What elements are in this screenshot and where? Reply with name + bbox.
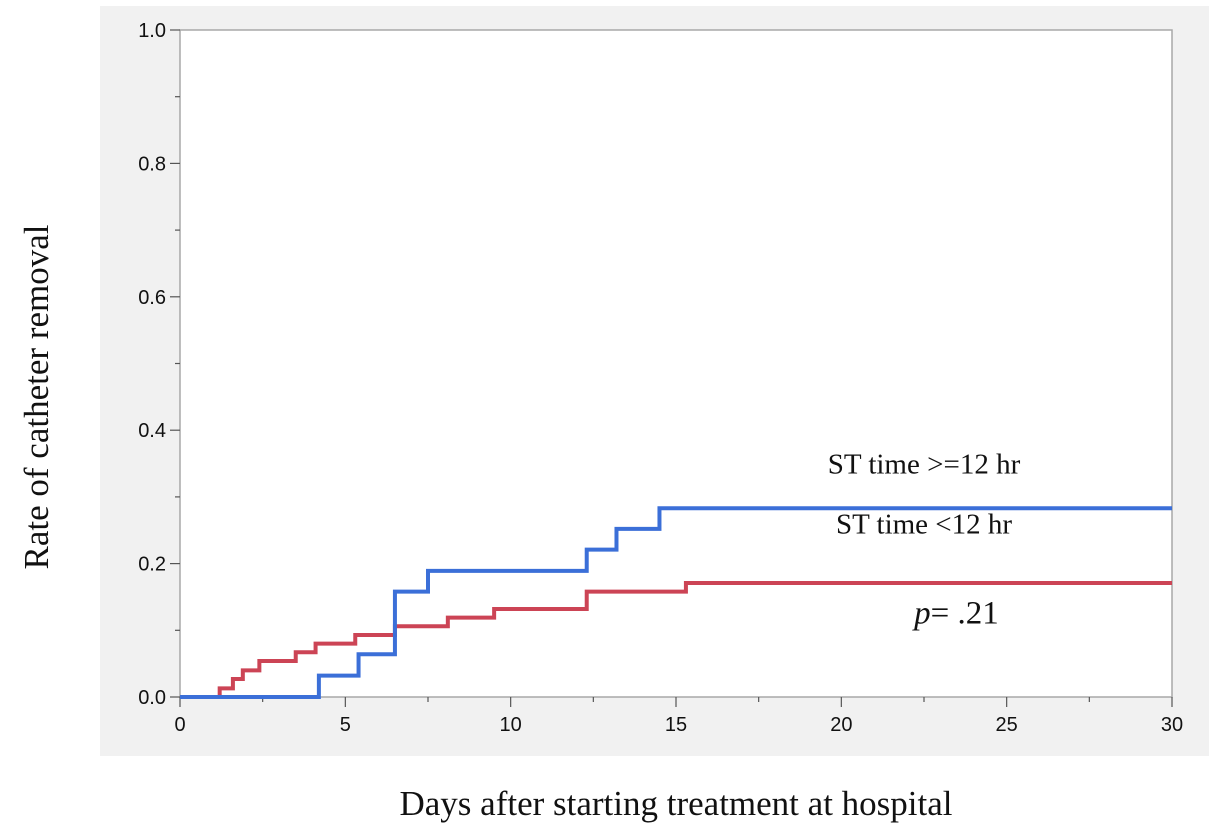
y-tick-label: 0.0 <box>138 687 166 709</box>
y-tick-label: 0.2 <box>138 554 166 576</box>
p-value-label: p= .21 <box>912 596 999 632</box>
x-tick-label: 30 <box>1161 714 1183 736</box>
y-axis-title: Rate of catheter removal <box>17 224 56 569</box>
x-tick-label: 5 <box>340 714 351 736</box>
x-tick-label: 25 <box>996 714 1018 736</box>
series-label: ST time <12 hr <box>836 509 1012 541</box>
y-tick-label: 0.6 <box>138 287 166 309</box>
y-tick-label: 1.0 <box>138 20 166 42</box>
plot-area <box>179 29 1173 698</box>
y-tick-label: 0.4 <box>138 420 166 442</box>
x-tick-label: 10 <box>500 714 522 736</box>
series-line <box>180 506 1172 699</box>
y-tick-label: 0.8 <box>138 153 166 175</box>
series-label: ST time >=12 hr <box>828 449 1021 481</box>
series-line <box>180 580 1172 699</box>
x-tick-label: 20 <box>830 714 852 736</box>
x-axis-title: Days after starting treatment at hospita… <box>399 784 952 823</box>
x-tick-label: 0 <box>174 714 185 736</box>
x-tick-label: 15 <box>665 714 687 736</box>
